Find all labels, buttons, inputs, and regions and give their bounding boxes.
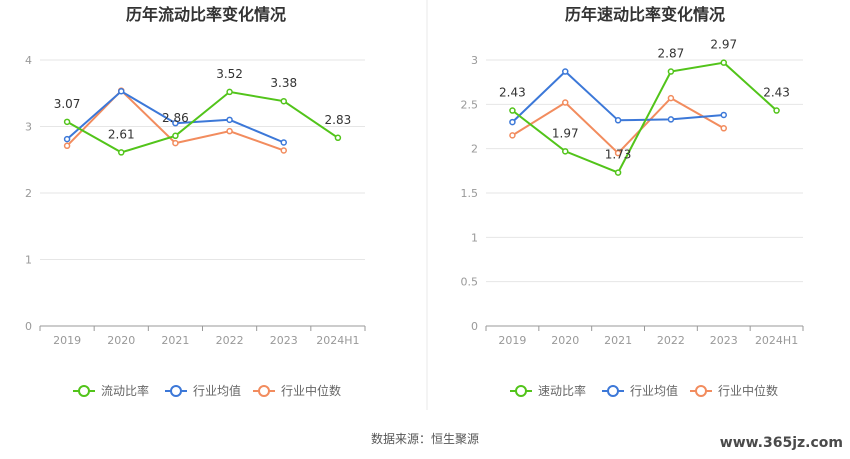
legend-marker bbox=[258, 385, 270, 397]
y-tick-label: 4 bbox=[25, 54, 32, 67]
y-tick-label: 3 bbox=[25, 121, 32, 134]
y-tick-label: 0.5 bbox=[461, 276, 479, 289]
x-tick-label: 2019 bbox=[53, 334, 81, 347]
legend-item: 流动比率 bbox=[73, 383, 149, 398]
current-ratio-chart: 历年流动比率变化情况 0 1 2 3 4 2019 2020 2021 2022 2023 2024H… bbox=[25, 5, 366, 398]
data-point bbox=[667, 116, 675, 123]
y-tick-label: 1 bbox=[25, 254, 32, 267]
legend-item: 行业中位数 bbox=[253, 383, 341, 398]
quick-ratio-chart: 历年速动比率变化情况 0 0.5 1 1.5 2 2.5 3 2019 2020 2021 2022 2… bbox=[461, 5, 804, 398]
data-label: 1.73 bbox=[605, 148, 632, 162]
series-line-main bbox=[66, 90, 339, 154]
legend-marker bbox=[170, 385, 182, 397]
data-point bbox=[334, 134, 342, 142]
series-line-main bbox=[511, 61, 778, 174]
y-tick-label: 1 bbox=[471, 231, 478, 244]
legend-item: 行业中位数 bbox=[690, 383, 778, 398]
data-point bbox=[280, 139, 287, 146]
data-point bbox=[509, 132, 516, 139]
data-source: 数据来源：恒生聚源 bbox=[371, 431, 479, 446]
y-tick-label: 0 bbox=[25, 320, 32, 333]
data-label: 2.83 bbox=[325, 113, 352, 127]
legend-label: 流动比率 bbox=[101, 383, 149, 398]
data-label: 2.61 bbox=[108, 127, 135, 141]
watermark: www.365jz.com bbox=[720, 435, 843, 451]
chart-title: 历年速动比率变化情况 bbox=[565, 5, 725, 24]
data-label: 2.43 bbox=[499, 86, 526, 100]
data-label: 2.86 bbox=[162, 111, 189, 125]
data-point bbox=[720, 125, 727, 132]
legend-marker bbox=[515, 385, 527, 397]
y-tick-label: 2 bbox=[25, 187, 32, 200]
y-tick-label: 2.5 bbox=[461, 98, 479, 111]
data-point bbox=[720, 111, 727, 119]
x-tick-label: 2020 bbox=[551, 334, 579, 347]
data-point bbox=[720, 59, 727, 66]
x-tick-label: 2022 bbox=[216, 334, 244, 347]
data-point bbox=[614, 169, 622, 176]
data-point bbox=[509, 118, 516, 126]
data-point bbox=[118, 149, 125, 156]
data-point bbox=[773, 107, 780, 114]
chart-title: 历年流动比率变化情况 bbox=[126, 5, 286, 24]
data-point bbox=[562, 148, 569, 155]
data-point bbox=[280, 97, 287, 105]
legend-item: 行业均值 bbox=[165, 383, 241, 398]
data-point bbox=[63, 135, 71, 143]
legend-label: 行业中位数 bbox=[281, 383, 341, 398]
data-point bbox=[63, 118, 71, 126]
data-label: 2.43 bbox=[763, 86, 790, 100]
legend-label: 行业均值 bbox=[630, 383, 678, 398]
legend-label: 速动比率 bbox=[538, 383, 586, 398]
data-label: 1.97 bbox=[552, 126, 579, 140]
data-point bbox=[614, 117, 622, 124]
legend-marker bbox=[78, 385, 90, 397]
y-tick-label: 2 bbox=[471, 143, 478, 156]
data-point bbox=[118, 88, 125, 95]
data-label: 3.52 bbox=[216, 67, 243, 81]
legend-label: 行业中位数 bbox=[718, 383, 778, 398]
data-point bbox=[63, 142, 71, 150]
x-tick-label: 2024H1 bbox=[316, 334, 359, 347]
data-point bbox=[226, 88, 233, 96]
data-point bbox=[280, 147, 287, 154]
data-label: 2.97 bbox=[710, 38, 737, 52]
y-tick-label: 0 bbox=[471, 320, 478, 333]
x-tick-label: 2019 bbox=[498, 334, 526, 347]
legend-item: 速动比率 bbox=[510, 383, 586, 398]
data-point bbox=[614, 149, 622, 157]
x-tick-label: 2021 bbox=[161, 334, 189, 347]
data-point bbox=[667, 94, 675, 102]
data-point bbox=[667, 68, 675, 75]
data-label: 2.87 bbox=[658, 47, 685, 61]
data-point bbox=[562, 99, 569, 106]
data-point bbox=[226, 116, 233, 124]
data-label: 3.07 bbox=[54, 97, 81, 111]
data-point bbox=[172, 139, 179, 147]
legend-item: 行业均值 bbox=[602, 383, 678, 398]
x-tick-label: 2021 bbox=[604, 334, 632, 347]
x-tick-label: 2023 bbox=[270, 334, 298, 347]
legend-marker bbox=[695, 385, 707, 397]
x-tick-label: 2023 bbox=[710, 334, 738, 347]
data-point bbox=[172, 132, 179, 140]
x-tick-label: 2020 bbox=[107, 334, 135, 347]
y-tick-label: 1.5 bbox=[461, 187, 479, 200]
data-point bbox=[172, 119, 179, 127]
data-point bbox=[226, 127, 233, 135]
data-point bbox=[509, 107, 516, 114]
x-tick-label: 2024H1 bbox=[755, 334, 798, 347]
x-tick-label: 2022 bbox=[657, 334, 685, 347]
data-label: 3.38 bbox=[270, 76, 297, 90]
legend-marker bbox=[607, 385, 619, 397]
y-tick-label: 3 bbox=[471, 54, 478, 67]
series-line-industry-avg bbox=[511, 70, 724, 123]
data-point bbox=[562, 68, 569, 75]
series-line-industry-median bbox=[511, 96, 725, 155]
legend-label: 行业均值 bbox=[193, 383, 241, 398]
